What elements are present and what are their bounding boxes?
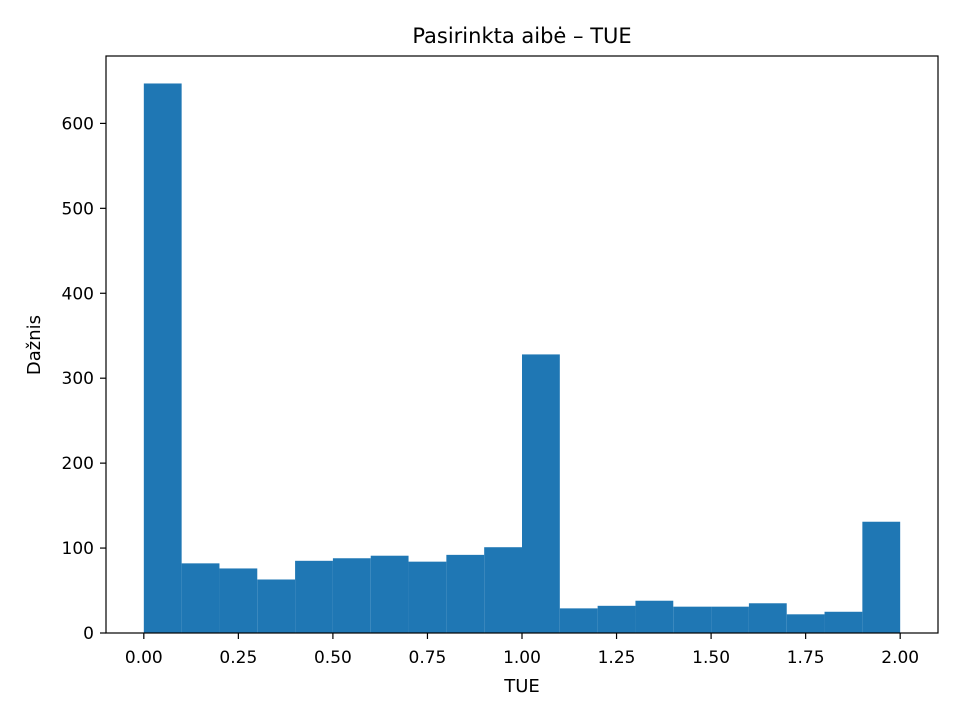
histogram-bar <box>257 579 296 633</box>
y-tick-label: 300 <box>62 369 94 389</box>
histogram-bar <box>484 547 522 633</box>
histogram-bar <box>748 603 787 633</box>
y-tick-label: 400 <box>62 284 94 304</box>
x-tick-label: 0.75 <box>409 648 447 668</box>
histogram-bar <box>332 558 371 633</box>
y-axis-ticks: 0 100 200 300 400 500 600 <box>62 114 106 644</box>
y-tick-label: 100 <box>62 539 94 559</box>
x-tick-label: 1.25 <box>598 648 636 668</box>
histogram-bar <box>219 568 258 633</box>
x-tick-label: 1.00 <box>503 648 541 668</box>
x-axis-ticks: 0.00 0.25 0.50 0.75 1.00 1.25 1.50 1.75 2.00 <box>125 633 919 668</box>
y-tick-label: 0 <box>83 624 94 644</box>
histogram-bar <box>673 606 712 633</box>
bars-layer <box>143 83 901 633</box>
x-tick-label: 0.00 <box>125 648 163 668</box>
histogram-bar <box>143 83 182 633</box>
y-axis-label: Dažnis <box>24 315 45 375</box>
histogram-bar <box>862 521 901 633</box>
x-tick-label: 1.50 <box>692 648 730 668</box>
histogram-bar <box>559 608 598 633</box>
x-tick-label: 0.25 <box>219 648 257 668</box>
histogram-bar <box>408 561 447 633</box>
x-axis-label: TUE <box>503 676 540 697</box>
histogram-bar <box>181 563 220 633</box>
y-tick-label: 600 <box>62 114 94 134</box>
histogram-bar <box>824 611 863 633</box>
histogram-bar <box>295 560 333 633</box>
histogram-bar <box>597 605 636 633</box>
histogram-bar <box>522 354 560 633</box>
histogram-bar <box>711 606 749 633</box>
y-tick-label: 200 <box>62 454 94 474</box>
x-tick-label: 1.75 <box>787 648 825 668</box>
histogram-bar <box>635 600 674 633</box>
histogram-bar <box>786 614 825 633</box>
histogram-bar <box>370 555 409 633</box>
x-tick-label: 0.50 <box>314 648 352 668</box>
chart-title: Pasirinkta aibė – TUE <box>412 24 631 48</box>
y-tick-label: 500 <box>62 199 94 219</box>
x-tick-label: 2.00 <box>881 648 919 668</box>
histogram-bar <box>446 554 485 633</box>
